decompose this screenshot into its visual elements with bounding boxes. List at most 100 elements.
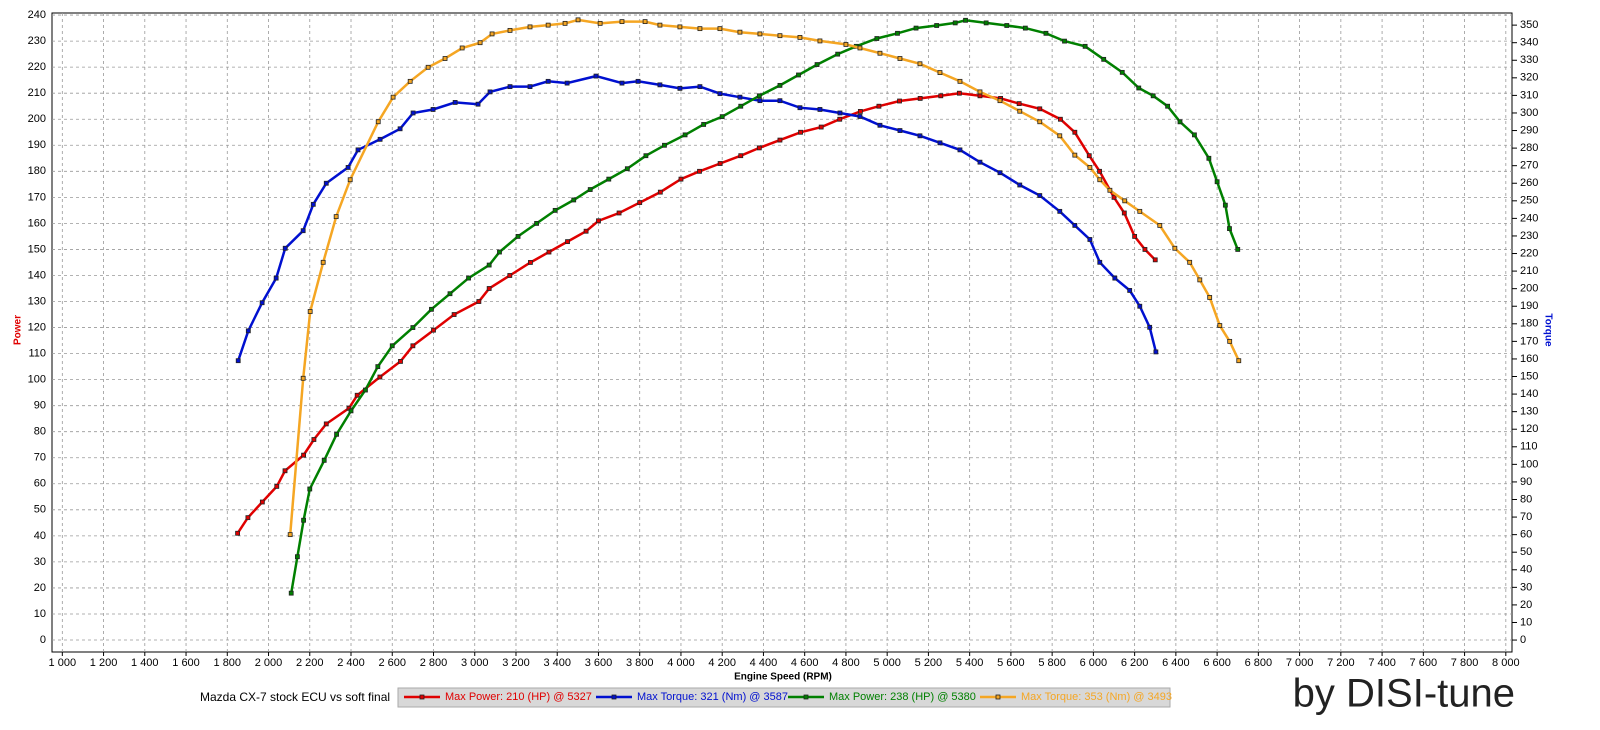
point-marker xyxy=(897,98,902,104)
point-marker xyxy=(1227,338,1233,344)
point-marker xyxy=(1217,323,1223,328)
legend-marker xyxy=(803,694,809,700)
point-marker xyxy=(1147,324,1153,330)
point-marker xyxy=(934,23,940,28)
point-marker xyxy=(843,42,849,47)
y-tick-label: 180 xyxy=(28,165,46,177)
point-marker xyxy=(877,50,883,56)
x-tick-label: 6 000 xyxy=(1080,657,1108,669)
x-tick-label: 5 600 xyxy=(997,657,1025,669)
point-marker xyxy=(657,82,663,88)
point-marker xyxy=(619,19,625,25)
x-tick-label: 7 600 xyxy=(1410,657,1438,669)
point-marker xyxy=(407,78,413,84)
point-marker xyxy=(757,31,763,37)
point-marker xyxy=(1086,153,1092,159)
y2-tick-label: 210 xyxy=(1520,265,1538,277)
point-marker xyxy=(1137,303,1143,309)
point-marker xyxy=(1132,234,1138,239)
point-marker xyxy=(1150,93,1156,99)
point-marker xyxy=(527,24,533,30)
point-marker xyxy=(398,359,403,364)
y2-tick-label: 320 xyxy=(1520,72,1538,84)
point-marker xyxy=(282,245,288,251)
point-marker xyxy=(355,147,361,153)
point-marker xyxy=(347,177,353,183)
point-marker xyxy=(874,36,880,41)
point-marker xyxy=(354,392,360,398)
point-marker xyxy=(895,30,900,36)
point-marker xyxy=(452,100,458,105)
legend-label: Max Torque: 353 (Nm) @ 3493 xyxy=(1021,691,1172,703)
point-marker xyxy=(390,94,396,100)
point-marker xyxy=(345,165,351,170)
point-marker xyxy=(1227,226,1232,232)
point-marker xyxy=(737,29,743,35)
y-tick-label: 190 xyxy=(28,139,46,151)
x-tick-label: 3 800 xyxy=(626,657,654,669)
point-marker xyxy=(1187,259,1193,265)
y-tick-label: 110 xyxy=(28,347,46,359)
y-tick-label: 20 xyxy=(34,582,46,594)
point-marker xyxy=(282,468,288,474)
y-tick-label: 230 xyxy=(28,35,46,47)
point-marker xyxy=(389,343,395,349)
point-marker xyxy=(957,78,963,84)
point-marker xyxy=(777,137,783,143)
x-tick-label: 4 800 xyxy=(832,657,860,669)
y2-tick-label: 40 xyxy=(1520,564,1532,576)
point-marker xyxy=(697,84,703,90)
y2-tick-label: 140 xyxy=(1520,388,1538,400)
point-marker xyxy=(857,109,863,114)
y-tick-label: 200 xyxy=(28,113,46,125)
point-marker xyxy=(977,159,983,165)
x-tick-label: 5 200 xyxy=(915,657,943,669)
x-tick-label: 7 000 xyxy=(1286,657,1314,669)
point-marker xyxy=(637,200,643,205)
point-marker xyxy=(1214,179,1220,185)
x-tick-label: 1 800 xyxy=(214,657,242,669)
y-tick-label: 120 xyxy=(28,321,46,333)
point-marker xyxy=(596,218,601,224)
point-marker xyxy=(348,408,354,414)
point-marker xyxy=(796,72,801,78)
point-marker xyxy=(1207,295,1213,300)
y2-tick-label: 340 xyxy=(1520,37,1538,49)
point-marker xyxy=(274,483,280,489)
point-marker xyxy=(837,116,843,122)
x-tick-label: 2 600 xyxy=(378,657,406,669)
y2-tick-label: 150 xyxy=(1520,370,1538,382)
y2-tick-label: 350 xyxy=(1520,19,1538,31)
legend-marker xyxy=(611,694,617,700)
point-marker xyxy=(738,103,744,109)
point-marker xyxy=(487,89,493,95)
x-tick-label: 3 200 xyxy=(502,657,530,669)
x-tick-label: 4 200 xyxy=(708,657,736,669)
point-marker xyxy=(777,98,783,104)
point-marker xyxy=(897,128,903,133)
point-marker xyxy=(307,309,313,314)
point-marker xyxy=(1101,56,1107,62)
point-marker xyxy=(1165,103,1171,109)
point-marker xyxy=(429,306,434,312)
point-marker xyxy=(756,93,762,99)
point-marker xyxy=(1057,208,1063,214)
point-marker xyxy=(917,96,923,101)
y2-tick-label: 90 xyxy=(1520,476,1532,488)
point-marker xyxy=(545,78,551,84)
x-tick-label: 3 000 xyxy=(461,657,489,669)
point-marker xyxy=(952,20,958,26)
point-marker xyxy=(983,20,989,26)
point-marker xyxy=(259,499,265,505)
point-marker xyxy=(1082,43,1088,49)
point-marker xyxy=(1153,349,1159,355)
point-marker xyxy=(717,26,723,32)
point-marker xyxy=(1107,187,1113,193)
legend-label: Max Power: 210 (HP) @ 5327 xyxy=(445,691,592,703)
point-marker xyxy=(375,364,381,370)
y2-tick-label: 50 xyxy=(1520,546,1532,558)
y2-tick-label: 240 xyxy=(1520,212,1538,224)
y2-tick-label: 290 xyxy=(1520,124,1538,136)
x-tick-label: 2 000 xyxy=(255,657,283,669)
x-tick-label: 7 400 xyxy=(1368,657,1396,669)
